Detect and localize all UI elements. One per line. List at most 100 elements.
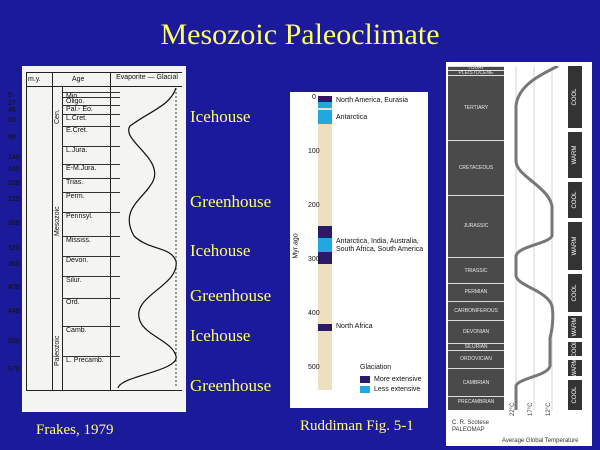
frakes-age-row: Mio. (62, 92, 120, 100)
frakes-age-row: Ord. (62, 298, 120, 326)
ruddiman-tick-400: 400 (308, 310, 320, 317)
frakes-tick: 320 (8, 245, 20, 252)
ruddiman-block-gondwana-more (318, 226, 332, 238)
ruddiman-event-gondwana: Antarctica, India, Australia, South Afri… (336, 238, 424, 253)
ruddiman-legend-more: More extensive (374, 376, 422, 383)
paleomap-band-label: WARM (572, 317, 578, 337)
paleomap-period: CARBONIFEROUS (448, 300, 504, 320)
frakes-age-row: L. Precamb. (62, 356, 120, 390)
frakes-tick: 260 (8, 220, 20, 227)
frakes-age-label: Ord. (66, 299, 80, 306)
frakes-tick: 360 (8, 261, 20, 268)
paleomap-period: TERTIARY (448, 74, 504, 140)
frakes-bottom-border (26, 390, 182, 391)
frakes-age-label: L.Cret. (66, 115, 88, 122)
paleomap-band: WARM (568, 316, 582, 338)
frakes-top-border (26, 72, 182, 73)
frakes-tick: 500 (8, 338, 20, 345)
ruddiman-tick-100: 100 (308, 148, 320, 155)
frakes-tick: 27 (8, 100, 16, 107)
paleomap-period: ORDOVICIAN (448, 350, 504, 368)
frakes-tick: 200 (8, 180, 20, 187)
paleomap-period: PLEISTOCENE (448, 69, 504, 75)
paleomap-period: CRETACEOUS (448, 140, 504, 195)
frakes-tick: 400 (8, 284, 20, 291)
frakes-age-row: Devon. (62, 256, 120, 276)
paleomap-band-label: WARM (572, 145, 578, 165)
label-greenhouse-3: Greenhouse (190, 376, 272, 395)
frakes-era-mesozoic: Mesozoic (54, 206, 61, 236)
paleomap-period: TRIASSIC (448, 256, 504, 283)
frakes-tick: 96 (8, 134, 16, 141)
frakes-age-label: Perm. (66, 193, 85, 200)
paleomap-period: DEVONIAN (448, 320, 504, 343)
paleomap-temp-22: 22°C (510, 402, 516, 416)
frakes-age-label: Devon. (66, 257, 89, 264)
ruddiman-legend-less: Less extensive (374, 386, 421, 393)
label-greenhouse-2: Greenhouse (190, 286, 272, 305)
paleomap-band: WARM (568, 222, 582, 270)
frakes-age-label: E-M.Jura. (66, 165, 97, 172)
paleomap-band: WARM (568, 359, 582, 377)
frakes-header-curve: Evaporite — Glacial (116, 74, 178, 81)
ruddiman-tick-300: 300 (308, 256, 320, 263)
frakes-age-row: Camb. (62, 326, 120, 356)
frakes-age-label: Silur. (66, 277, 82, 284)
paleomap-period: SILURIAN (448, 342, 504, 350)
ruddiman-ylabel: Myr ago (292, 233, 300, 259)
ruddiman-event-north-africa: North Africa (336, 323, 373, 330)
ruddiman-block-north-africa (318, 324, 332, 331)
paleomap-chart: 22°C 17°C 12°C C. R. Scotese PALEOMAP Av… (446, 62, 592, 446)
frakes-age-label: Pal.- Eo. (66, 106, 93, 113)
paleomap-period-column (448, 66, 504, 410)
frakes-age-label: E.Cret. (66, 127, 88, 134)
slide-title: Mesozoic Paleoclimate (160, 18, 440, 51)
frakes-age-row: Silur. (62, 276, 120, 298)
ruddiman-tick-0: 0 (312, 94, 316, 101)
frakes-age-row: E-M.Jura. (62, 164, 120, 178)
frakes-header-age: Age (72, 76, 85, 83)
frakes-chart: m.y. Age Evaporite — Glacial Cen. Mesozo… (22, 66, 186, 412)
paleomap-temperature-curve (514, 66, 559, 410)
frakes-age-label: Trias. (66, 179, 84, 186)
paleomap-band: COOL (568, 340, 582, 358)
paleomap-band: COOL (568, 380, 582, 410)
paleomap-temp-17: 17°C (528, 402, 534, 416)
ruddiman-event-na-eurasia: North America, Eurasia (336, 97, 408, 104)
ruddiman-legend-swatch-less (360, 386, 370, 393)
frakes-era-paleozoic: Paleozoic (54, 335, 61, 366)
paleomap-band: COOL (568, 66, 582, 128)
frakes-climate-curve (117, 87, 177, 389)
paleomap-period: CAMBRIAN (448, 367, 504, 396)
ruddiman-tick-200: 200 (308, 202, 320, 209)
frakes-age-label: Mio. (66, 93, 80, 100)
paleomap-band-label: COOL (572, 88, 578, 106)
paleomap-period: PERMIAN (448, 282, 504, 301)
frakes-age-row: E.Cret. (62, 126, 120, 146)
frakes-era-cenozoic: Cen. (54, 109, 61, 124)
frakes-col-divider-3 (110, 72, 111, 390)
paleomap-band: WARM (568, 132, 582, 178)
frakes-age-label: Oligo. (66, 98, 85, 105)
paleomap-period: JURASSIC (448, 194, 504, 257)
label-icehouse-3: Icehouse (190, 326, 251, 345)
frakes-tick: 570 (8, 366, 20, 373)
frakes-left-border (26, 72, 27, 390)
paleomap-band-label: COOL (572, 340, 578, 358)
frakes-tick: 140 (8, 154, 20, 161)
paleomap-band-label: WARM (572, 236, 578, 256)
frakes-age-label: L. Precamb. (66, 357, 104, 364)
ruddiman-event-antarctica: Antarctica (336, 114, 368, 121)
paleomap-credit: C. R. Scotese PALEOMAP (452, 420, 490, 433)
frakes-age-label: Pennsyl. (66, 213, 93, 220)
frakes-age-row: L.Jura. (62, 146, 120, 164)
frakes-age-row: Oligo. (62, 97, 120, 105)
paleomap-band: COOL (568, 182, 582, 218)
paleomap-band-label: COOL (572, 386, 578, 404)
frakes-age-row: Perm. (62, 192, 120, 212)
ruddiman-block-gondwana-less (318, 238, 332, 252)
ruddiman-block-gondwana-more-2 (318, 252, 332, 264)
ruddiman-legend-title: Glaciation (360, 364, 392, 371)
frakes-age-row: Pal.- Eo. (62, 105, 120, 114)
label-icehouse-1: Icehouse (190, 107, 251, 126)
